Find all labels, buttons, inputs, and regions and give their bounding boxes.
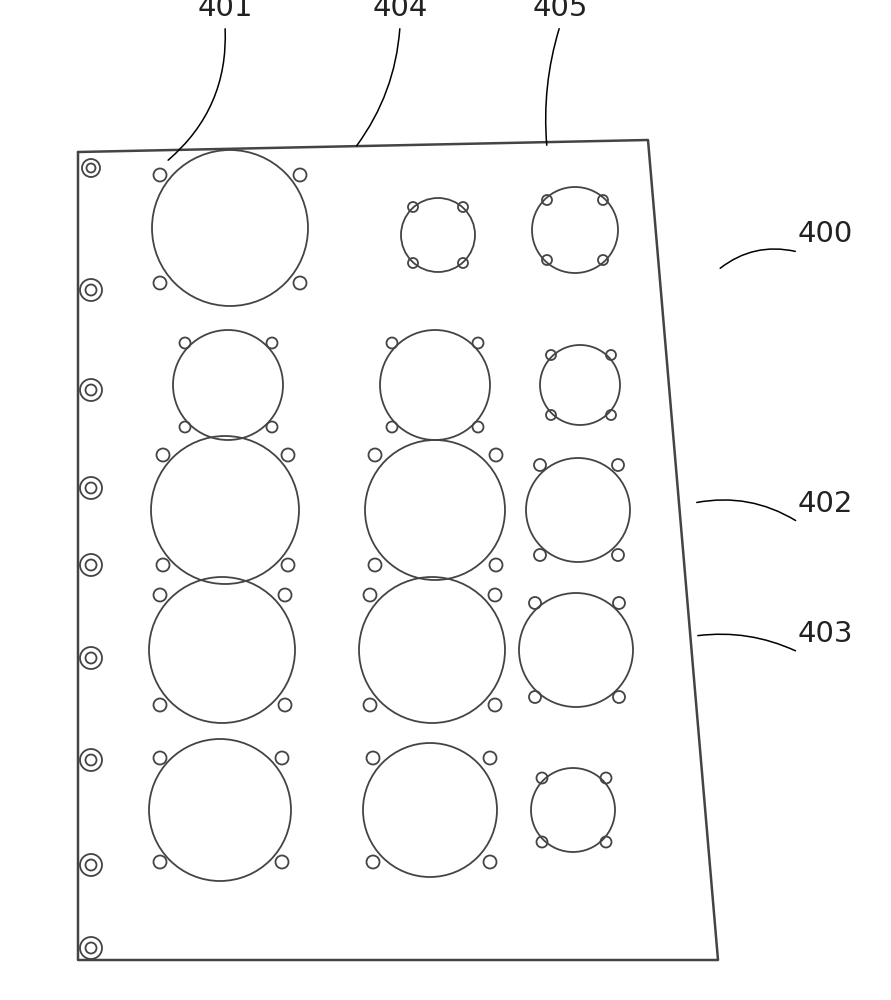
Text: 405: 405 (532, 0, 588, 22)
Text: 401: 401 (197, 0, 253, 22)
Text: 402: 402 (798, 490, 854, 518)
Text: 403: 403 (798, 620, 854, 648)
Text: 400: 400 (798, 220, 854, 248)
Text: 404: 404 (372, 0, 428, 22)
